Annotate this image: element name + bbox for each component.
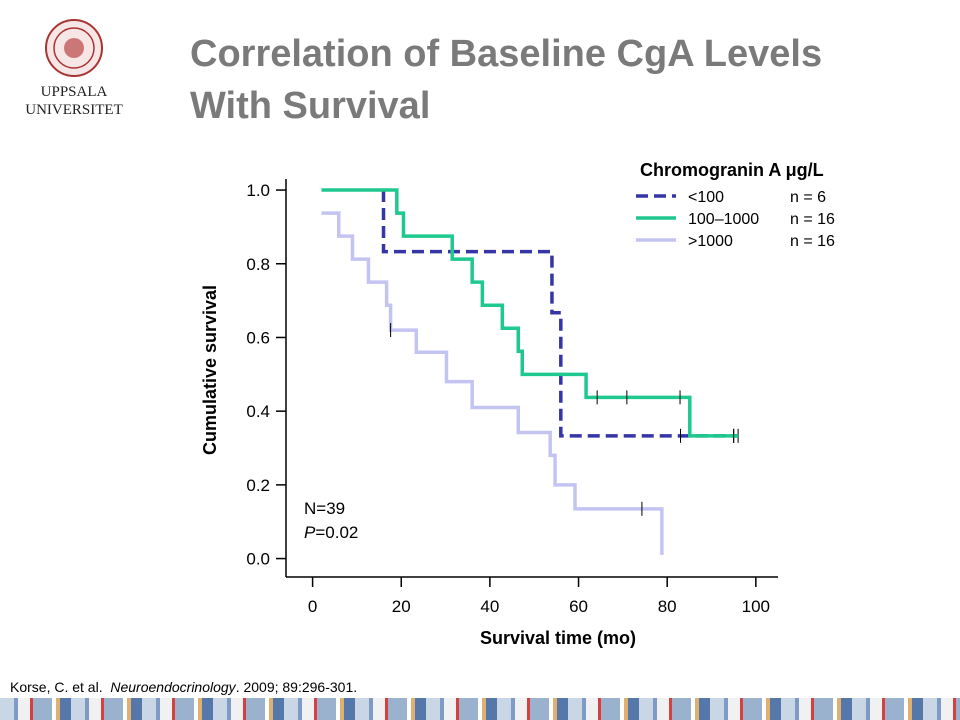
- annotation-n: N=39: [304, 499, 345, 518]
- cite-authors: Korse, C. et al.: [10, 679, 103, 695]
- y-tick-label: 0.2: [246, 476, 270, 495]
- survival-curve: [321, 188, 739, 438]
- p-symbol: P: [304, 523, 316, 542]
- logo-line: UNIVERSITET: [25, 102, 123, 118]
- x-tick-label: 80: [658, 597, 677, 616]
- y-tick-label: 0.8: [246, 255, 270, 274]
- logo: UPPSALA UNIVERSITET: [14, 18, 134, 119]
- y-tick-label: 1.0: [246, 181, 270, 200]
- legend-label: >1000: [688, 233, 733, 250]
- citation: Korse, C. et al. Neuroendocrinology. 200…: [10, 679, 357, 695]
- annotation-p: P=0.02: [304, 523, 358, 542]
- x-tick-label: 100: [742, 597, 770, 616]
- legend-label: <100: [688, 189, 724, 206]
- legend-n: n = 16: [790, 211, 835, 228]
- cite-journal: Neuroendocrinology: [110, 679, 236, 695]
- chart: Survival time (mo) Cumulative survival C…: [200, 160, 835, 648]
- survival-curve: [321, 211, 664, 555]
- y-tick-label: 0.0: [246, 550, 270, 569]
- x-tick-label: 40: [480, 597, 499, 616]
- y-tick-label: 0.6: [246, 328, 270, 347]
- x-tick-label: 20: [392, 597, 411, 616]
- legend-title: Chromogranin A μg/L: [640, 160, 824, 180]
- seal: [45, 19, 103, 77]
- legend-n: n = 16: [790, 233, 835, 250]
- legend-label: 100–1000: [688, 211, 759, 228]
- cite-details: . 2009; 89:296-301.: [235, 679, 358, 695]
- slide-title: Correlation of Baseline CgA Levels With …: [190, 28, 822, 132]
- logo-line: UPPSALA: [40, 84, 108, 100]
- y-tick-label: 0.4: [246, 402, 270, 421]
- title-line: With Survival: [190, 85, 431, 127]
- x-tick-label: 0: [308, 597, 317, 616]
- p-value: =0.02: [315, 523, 358, 542]
- legend-n: n = 6: [790, 189, 826, 206]
- y-axis-label: Cumulative survival: [200, 285, 220, 455]
- decor-strip: [0, 698, 960, 720]
- survival-curve: [381, 190, 739, 438]
- title-line: Correlation of Baseline CgA Levels: [190, 33, 823, 75]
- x-tick-label: 60: [569, 597, 588, 616]
- x-axis-label: Survival time (mo): [480, 628, 636, 648]
